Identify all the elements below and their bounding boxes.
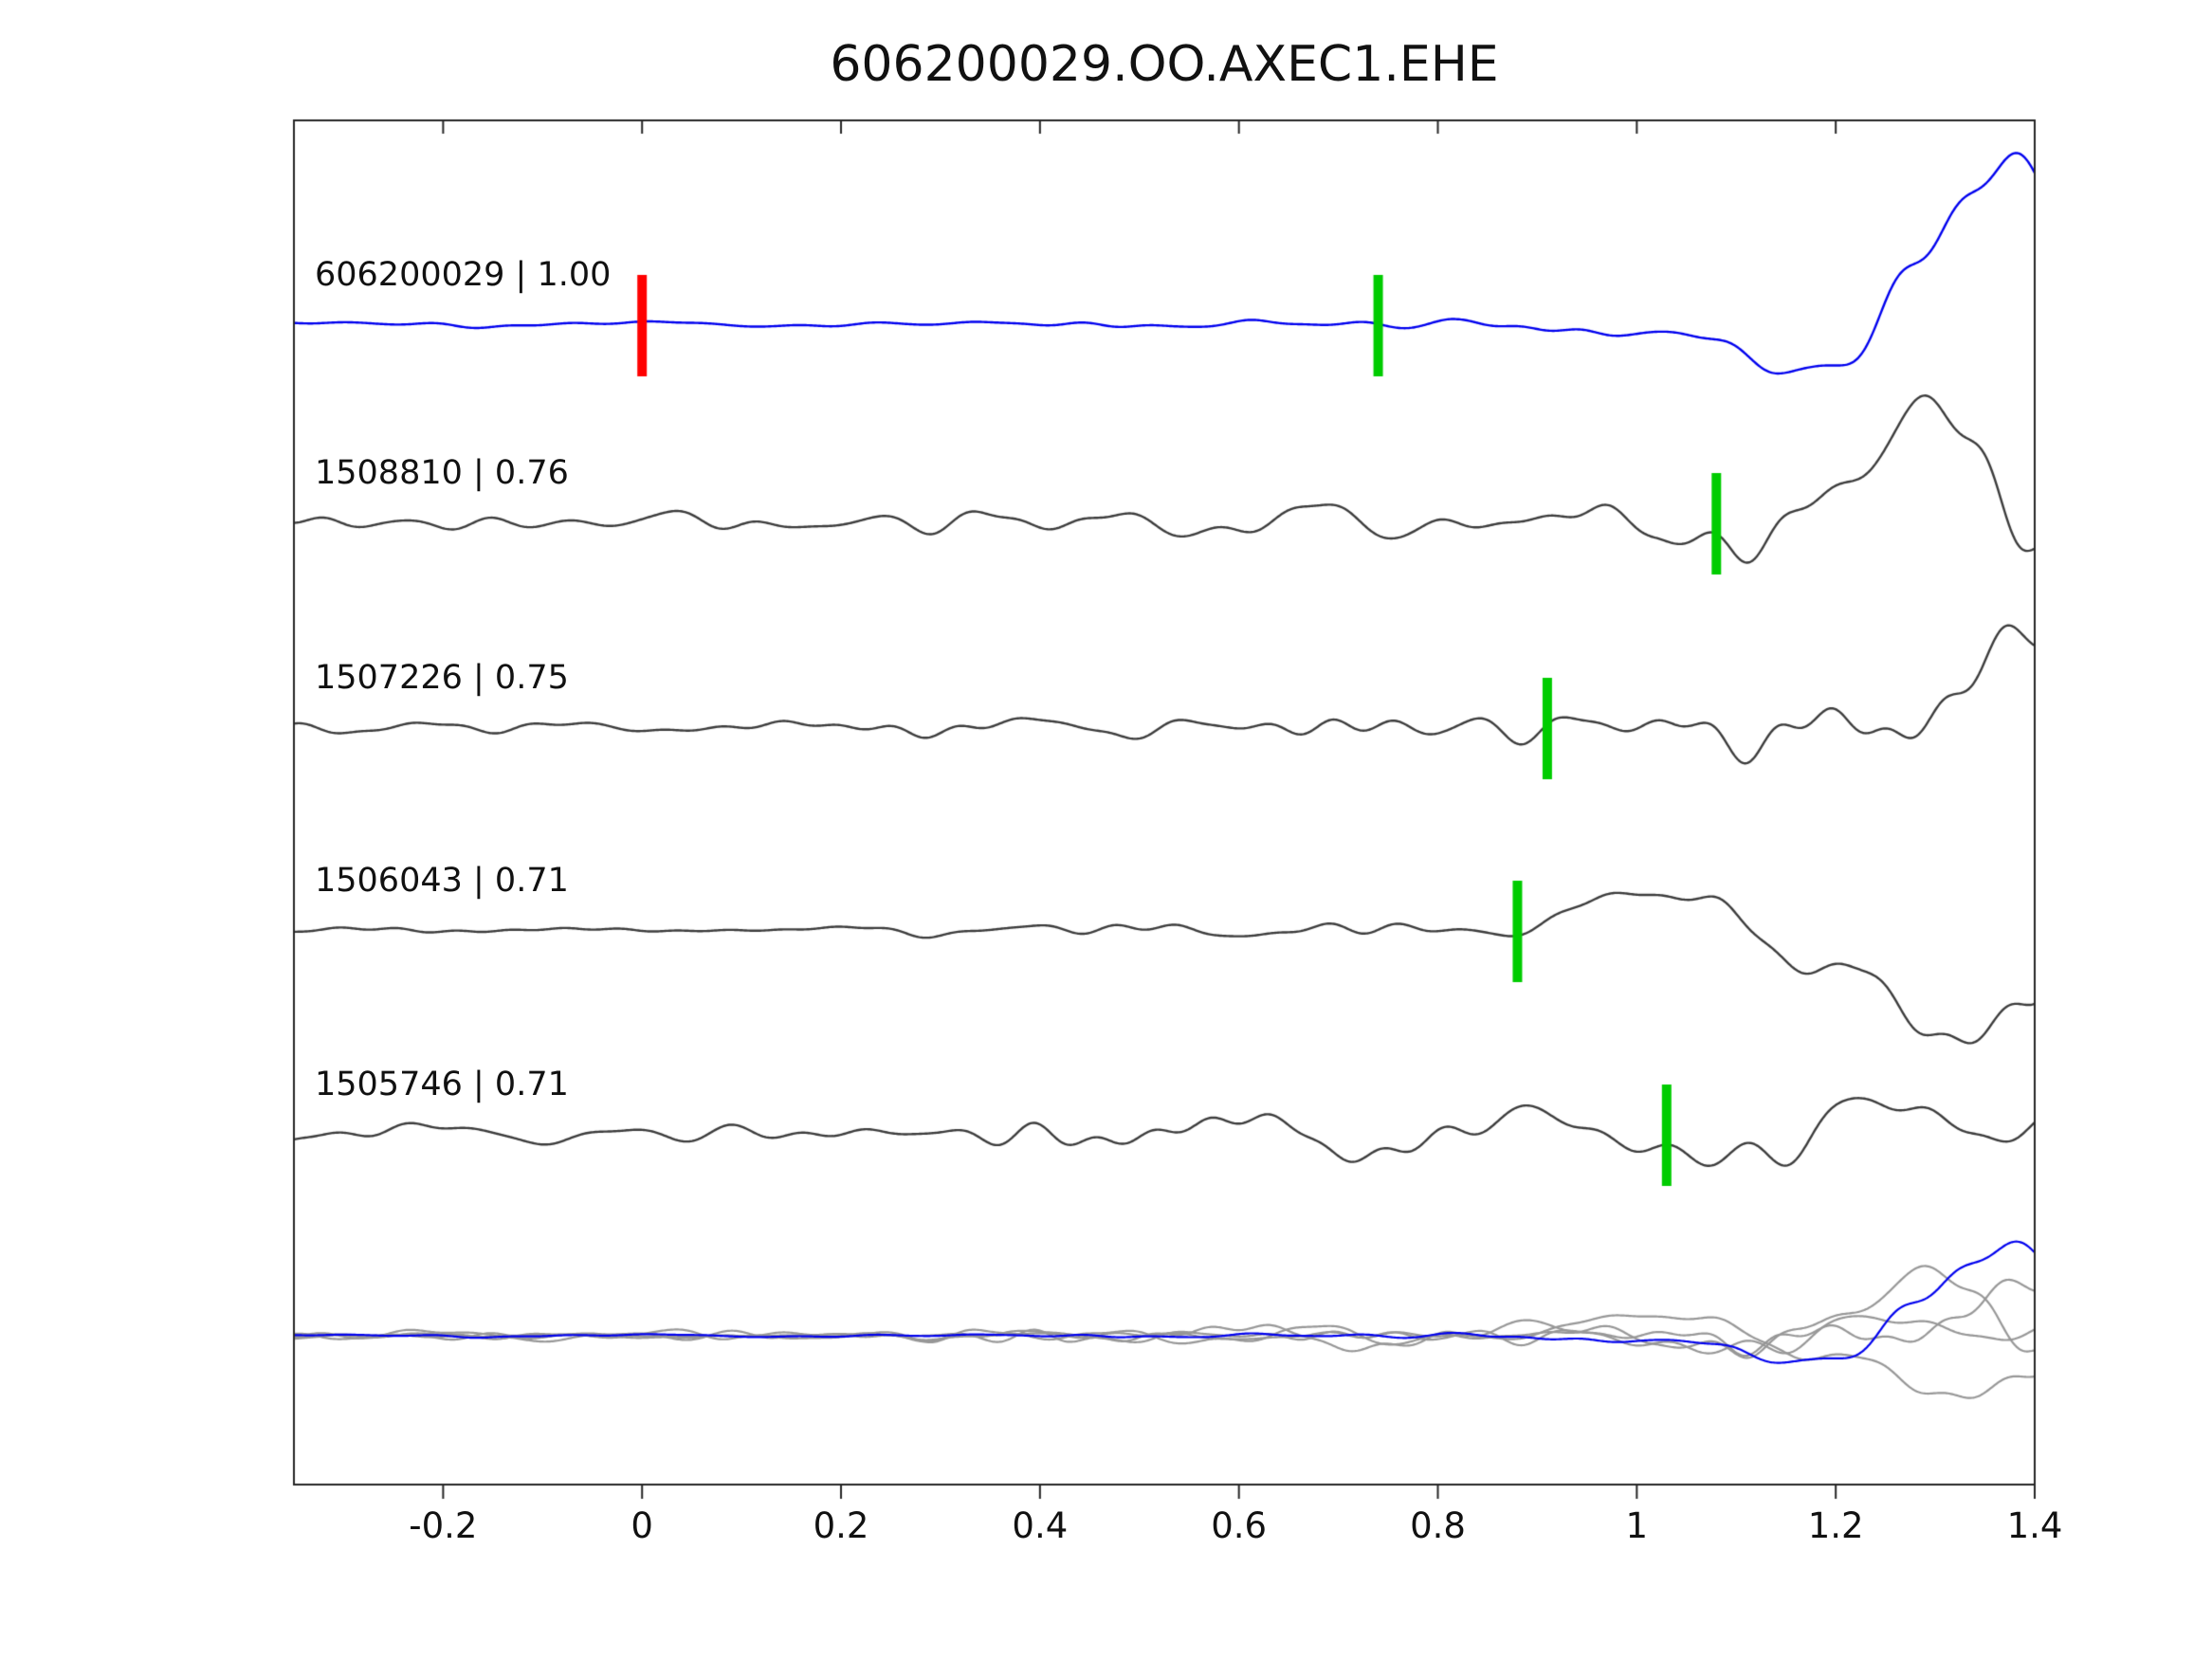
x-tick-label: 1.4 bbox=[2006, 1505, 2063, 1546]
trace-label: 1506043 | 0.71 bbox=[315, 862, 569, 900]
trace-label: 1508810 | 0.76 bbox=[315, 454, 569, 492]
x-tick-label: 0.4 bbox=[1012, 1505, 1069, 1546]
x-tick-label: 1.2 bbox=[1807, 1505, 1864, 1546]
x-tick-label: 1 bbox=[1625, 1505, 1649, 1546]
x-tick-label: 0.2 bbox=[813, 1505, 869, 1546]
x-tick-label: 0.6 bbox=[1211, 1505, 1268, 1546]
x-tick-label: 0 bbox=[631, 1505, 653, 1546]
x-tick-label: 0.8 bbox=[1410, 1505, 1466, 1546]
trace-label: 1505746 | 0.71 bbox=[315, 1066, 569, 1103]
trace-label: 606200029 | 1.00 bbox=[315, 256, 612, 294]
x-tick-label: -0.2 bbox=[409, 1505, 478, 1546]
trace-label: 1507226 | 0.75 bbox=[315, 659, 569, 697]
